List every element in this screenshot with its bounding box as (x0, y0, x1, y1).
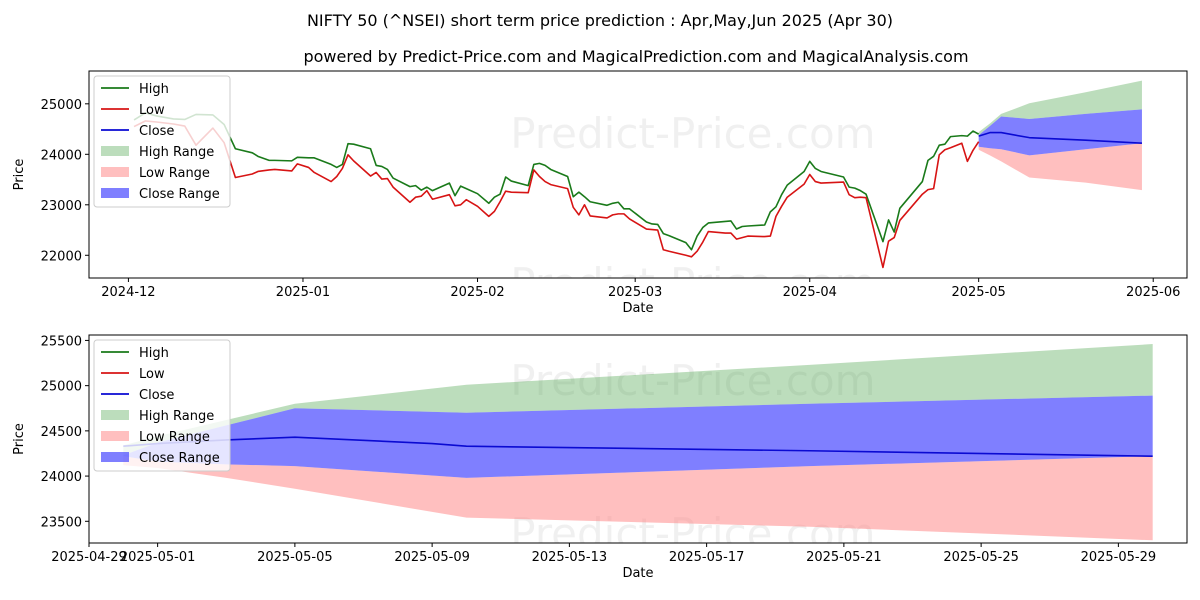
y-tick-label: 24000 (41, 470, 82, 485)
y-tick-label: 25000 (41, 380, 82, 395)
legend-swatch-patch (101, 167, 129, 177)
y-axis-label: Price (12, 159, 27, 191)
axes-frame (88, 70, 1188, 279)
close-range-band (123, 395, 1153, 478)
x-tick-label: 2025-05-21 (806, 550, 882, 565)
y-tick-label: 25000 (41, 98, 82, 113)
legend-label: Close Range (139, 187, 220, 202)
x-tick-label: 2025-04-29 (51, 550, 127, 565)
y-tick-label: 23000 (41, 199, 82, 214)
high-range-band (978, 80, 1142, 136)
legend-label: Low (139, 367, 165, 382)
chart-title: NIFTY 50 (^NSEI) short term price predic… (307, 11, 893, 30)
x-tick-label: 2024-12 (101, 285, 155, 300)
watermark-text: Predict-Price.com (510, 356, 875, 405)
x-tick-label: 2025-05-29 (1081, 550, 1157, 565)
plot-area: Predict-Price.com Predict-Price.com (133, 80, 1142, 308)
x-tick-label: 2025-05-05 (257, 550, 333, 565)
legend: High Low Close High Range Low Range Close Ran… (93, 75, 231, 208)
legend-swatch-patch (101, 431, 129, 441)
x-tick-label: 2025-05-01 (120, 550, 196, 565)
chart-subtitle: powered by Predict-Price.com and Magical… (303, 47, 968, 66)
y-tick-label: 24000 (41, 148, 82, 163)
x-tick-label: 2025-05-09 (394, 550, 470, 565)
y-tick-label: 22000 (41, 249, 82, 264)
x-tick-label: 2025-06 (1126, 285, 1180, 300)
legend-label: Close (139, 388, 174, 403)
legend-swatch-patch (101, 146, 129, 156)
legend-label: High Range (139, 145, 214, 160)
low-series-line (133, 120, 980, 269)
legend-swatch-patch (101, 452, 129, 462)
low-range-band (978, 143, 1142, 191)
low-range-band (123, 456, 1153, 541)
x-tick-label: 2025-05-13 (532, 550, 608, 565)
legend-swatch-patch (101, 188, 129, 198)
close-series-line (978, 131, 1142, 144)
x-tick-label: 2025-04 (783, 285, 837, 300)
legend-label: Low Range (139, 430, 210, 445)
legend-swatch-patch (101, 410, 129, 420)
legend-label: Low (139, 103, 165, 118)
x-tick-label: 2025-05 (951, 285, 1005, 300)
x-axis-label: Date (622, 566, 653, 581)
x-tick-label: 2025-05-17 (669, 550, 745, 565)
x-axis-label: Date (622, 301, 653, 316)
legend: High Low Close High Range Low Range Close Ran… (93, 339, 231, 472)
y-tick-label: 23500 (41, 515, 82, 530)
x-tick-label: 2025-02 (450, 285, 504, 300)
legend-label: High Range (139, 409, 214, 424)
high-range-band (123, 344, 1153, 456)
x-tick-label: 2025-05-25 (943, 550, 1019, 565)
y-axis-label: Price (12, 423, 27, 455)
close-range-band (978, 109, 1142, 156)
legend-label: Close Range (139, 451, 220, 466)
x-tick-label: 2025-03 (608, 285, 662, 300)
high-series-line (133, 112, 980, 251)
watermark-text: Predict-Price.com (510, 259, 875, 308)
legend-label: Close (139, 124, 174, 139)
axes-frame (88, 334, 1188, 544)
y-tick-label: 25500 (41, 334, 82, 349)
legend-label: High (139, 346, 169, 361)
watermark-text: Predict-Price.com (510, 109, 875, 158)
y-tick-label: 24500 (41, 425, 82, 440)
top-chart-panel: Predict-Price.com Predict-Price.com 2024-1… (12, 70, 1188, 316)
x-tick-label: 2025-01 (276, 285, 330, 300)
legend-label: Low Range (139, 166, 210, 181)
legend-label: High (139, 82, 169, 97)
